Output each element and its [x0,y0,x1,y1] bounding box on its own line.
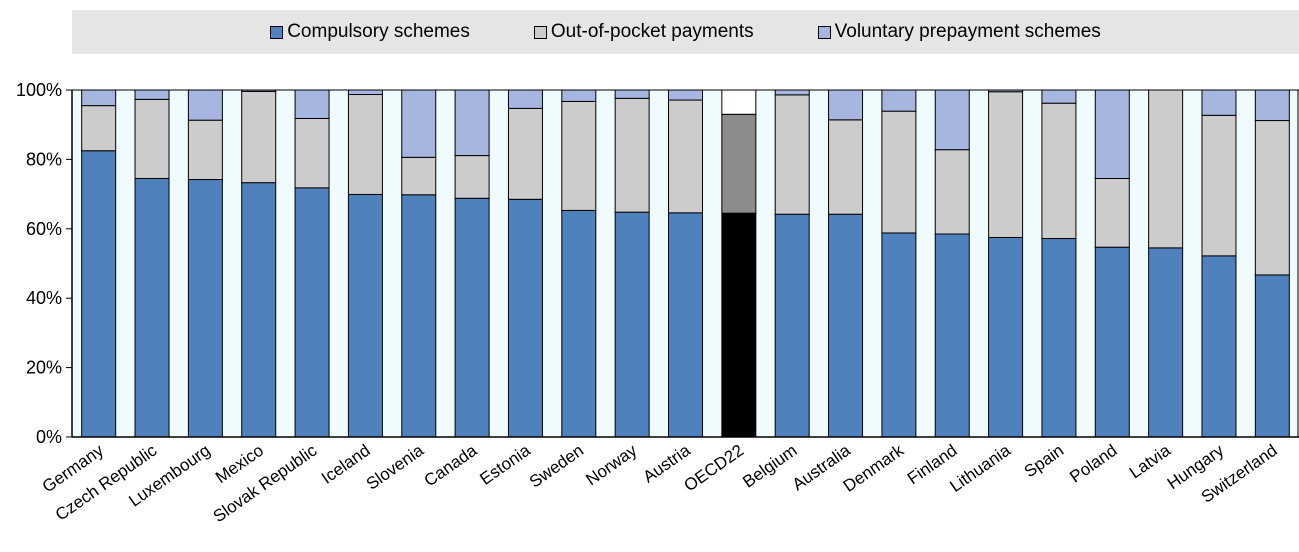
bar-oecd22-series-0 [721,212,757,438]
bar-switzerland-series-1 [1254,120,1290,276]
y-tick-label: 80% [26,149,62,169]
bar-switzerland-series-2 [1254,89,1290,122]
bar-oecd22-series-1 [721,113,757,214]
bar-latvia-series-0 [1148,247,1184,438]
x-tick-label: Poland [1066,441,1120,487]
bar-mexico-series-0 [241,182,277,438]
bar-czech-republic-series-0 [134,177,170,438]
bar-poland-series-2 [1094,89,1130,179]
legend-item-out-of-pocket: Out-of-pocket payments [533,21,754,43]
x-tick-label: Spain [1021,441,1068,482]
bar-canada-series-1 [454,155,490,199]
y-tick-label: 60% [26,219,62,239]
bar-spain-series-2 [1041,89,1077,104]
x-tick-label: Denmark [840,440,908,495]
bar-finland-series-1 [934,149,970,235]
bar-austria-series-2 [668,89,703,101]
bar-slovak-republic-series-2 [294,89,330,119]
x-tick-label: Lithuania [946,440,1014,495]
bar-sweden-series-1 [561,100,597,211]
bar-hungary-series-0 [1201,255,1237,438]
legend-label-compulsory: Compulsory schemes [287,21,470,42]
bar-germany-series-1 [81,105,117,152]
bar-finland-series-2 [934,89,970,151]
x-tick-label: Estonia [476,440,534,488]
bar-austria-series-0 [668,212,703,438]
x-tick-label: Norway [582,440,641,489]
bar-iceland-series-2 [347,89,383,96]
bar-australia-series-1 [828,119,864,215]
bar-spain-series-0 [1041,238,1077,438]
bar-poland-series-1 [1094,177,1130,248]
bar-lithuania-series-1 [988,91,1024,238]
x-tick-label: OECD22 [681,441,748,496]
bar-hungary-series-2 [1201,89,1237,116]
bar-slovenia-series-1 [401,156,437,196]
bar-norway-series-1 [614,97,650,213]
bar-sweden-series-2 [561,89,597,102]
bar-luxembourg-series-1 [187,119,223,181]
bar-australia-series-0 [828,213,864,438]
bar-lithuania-series-0 [988,236,1024,438]
x-tick-label: Sweden [526,441,587,492]
legend-item-compulsory: Compulsory schemes [270,21,470,43]
bar-slovak-republic-series-0 [294,187,330,438]
bar-belgium-series-2 [774,89,810,96]
bar-estonia-series-0 [507,198,543,438]
bar-hungary-series-1 [1201,114,1237,257]
bar-belgium-series-1 [774,94,810,215]
bar-iceland-series-1 [347,94,383,195]
legend: Compulsory schemes Out-of-pocket payment… [72,10,1299,54]
bar-denmark-series-0 [881,232,917,438]
x-tick-label: Canada [421,440,481,490]
bar-switzerland-series-0 [1254,274,1290,438]
y-tick-label: 20% [26,358,62,378]
bar-slovenia-series-0 [401,194,437,438]
bar-spain-series-1 [1041,102,1077,240]
bar-australia-series-2 [828,89,864,121]
bar-canada-series-0 [454,197,490,438]
bar-canada-series-2 [454,89,490,157]
y-tick-label: 0% [36,427,62,447]
bar-estonia-series-2 [507,89,543,109]
bar-denmark-series-2 [881,89,917,112]
legend-item-voluntary: Voluntary prepayment schemes [817,21,1101,43]
bar-germany-series-2 [81,89,117,107]
bar-norway-series-2 [614,89,650,99]
bar-iceland-series-0 [347,193,383,438]
y-tick-label: 40% [26,288,62,308]
y-tick-label: 100% [16,80,62,100]
legend-swatch-out-of-pocket [533,25,547,39]
bar-austria-series-1 [668,99,703,214]
bar-oecd22-series-2 [721,89,757,115]
bar-latvia-series-1 [1148,89,1184,249]
bar-czech-republic-series-1 [134,98,170,179]
bar-belgium-series-0 [774,213,810,438]
bar-czech-republic-series-2 [134,89,170,100]
legend-label-voluntary: Voluntary prepayment schemes [834,21,1101,42]
bar-mexico-series-1 [241,90,277,184]
bar-norway-series-0 [614,211,650,438]
bar-luxembourg-series-0 [187,179,223,438]
bar-denmark-series-1 [881,110,917,234]
legend-swatch-compulsory [270,25,284,39]
bar-slovak-republic-series-1 [294,117,330,189]
legend-label-out-of-pocket: Out-of-pocket payments [550,21,754,42]
bar-finland-series-0 [934,233,970,438]
bar-germany-series-0 [81,150,117,438]
bar-estonia-series-1 [507,107,543,200]
x-tick-label: Slovenia [363,440,428,493]
bar-poland-series-0 [1094,246,1130,438]
bar-slovenia-series-2 [401,89,437,158]
legend-swatch-voluntary [817,25,831,39]
bar-sweden-series-0 [561,209,597,438]
bar-luxembourg-series-2 [187,89,223,121]
